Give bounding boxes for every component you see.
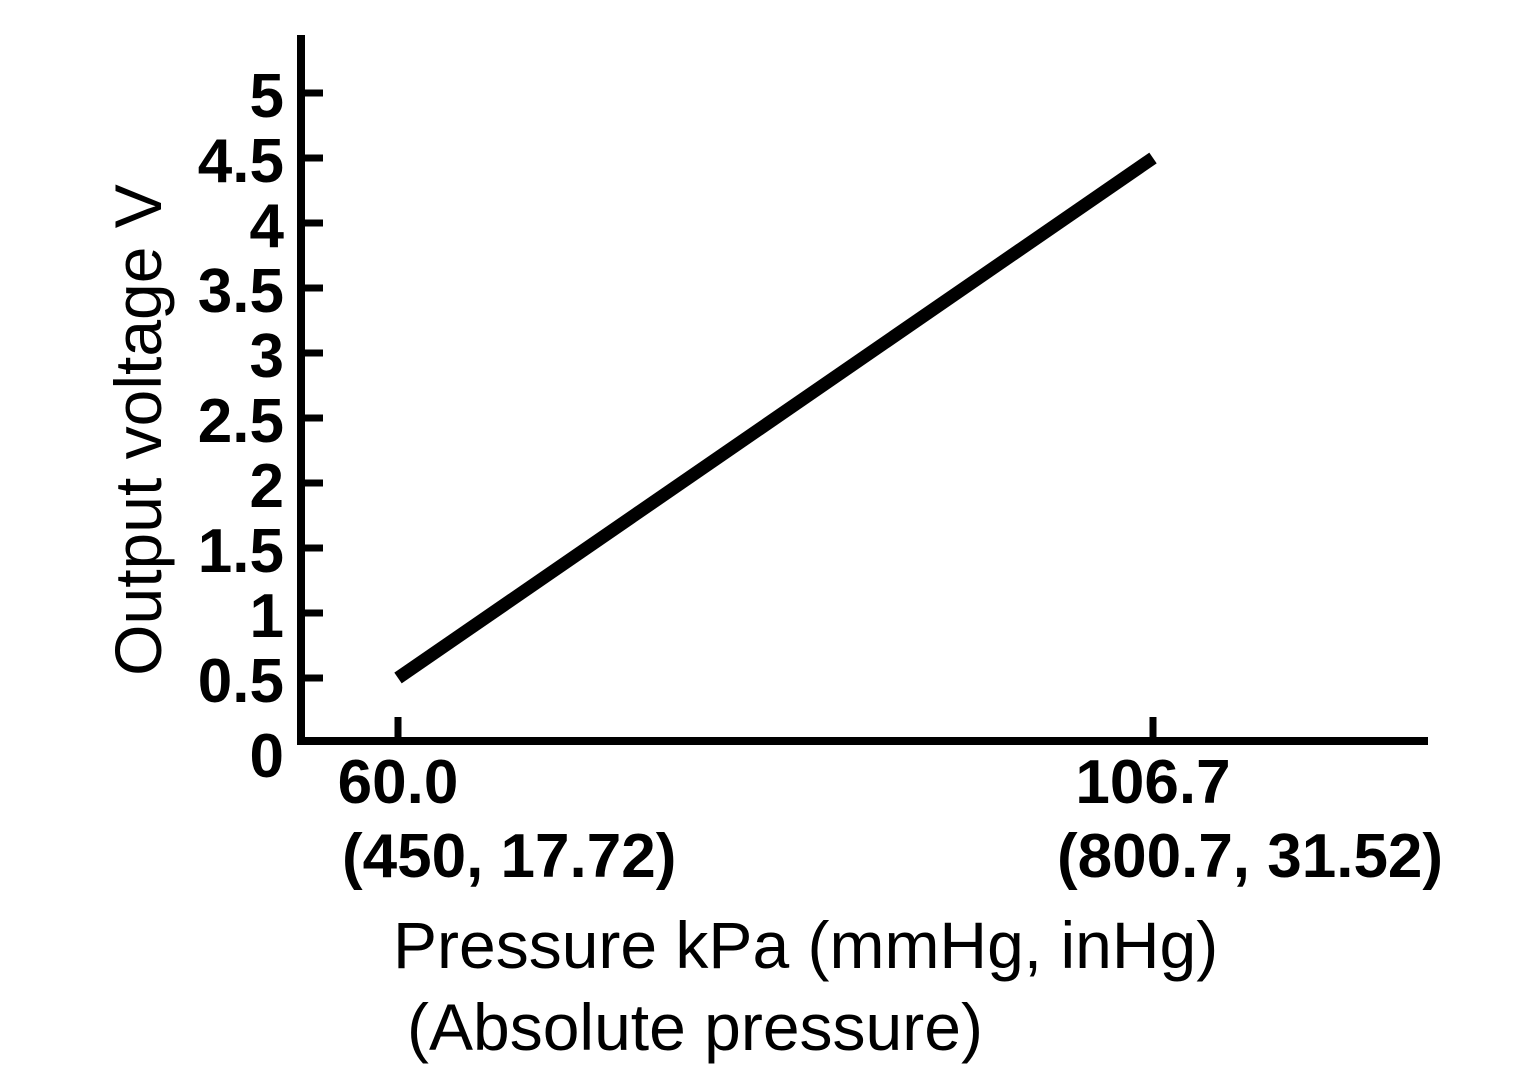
y-tick-label: 2.5	[197, 387, 284, 456]
y-tick-label: 1	[249, 582, 284, 651]
y-tick-label: 3.5	[197, 257, 284, 326]
y-tick-mark	[305, 674, 323, 682]
y-tick-mark	[305, 89, 323, 97]
x-tick-label: 60.0	[337, 748, 459, 817]
x-tick-sublabel: (450, 17.72)	[342, 822, 677, 891]
x-axis-title-secondary: (Absolute pressure)	[407, 990, 983, 1064]
y-tick-label: 1.5	[197, 517, 284, 586]
x-tick-sublabel: (800.7, 31.52)	[1057, 822, 1444, 891]
y-axis-line	[297, 35, 305, 745]
y-tick-label: 2	[249, 452, 284, 521]
x-axis-line	[297, 737, 1428, 745]
x-tick-mark	[1149, 717, 1157, 737]
y-tick-mark	[305, 479, 323, 487]
y-tick-mark	[305, 544, 323, 552]
y-tick-label: 4.5	[197, 127, 284, 196]
x-tick-mark	[394, 717, 402, 737]
y-tick-mark	[305, 414, 323, 422]
x-tick-label: 106.7	[1075, 748, 1231, 817]
x-axis-title: Pressure kPa (mmHg, inHg)	[393, 908, 1219, 982]
y-tick-mark	[305, 219, 323, 227]
y-tick-label: 0.5	[197, 647, 284, 716]
y-tick-label: 0	[249, 722, 284, 791]
y-tick-mark	[305, 154, 323, 162]
y-tick-mark	[305, 349, 323, 357]
y-tick-mark	[305, 284, 323, 292]
y-tick-label: 4	[249, 192, 284, 261]
data-line	[394, 152, 1157, 684]
y-tick-label: 3	[249, 322, 284, 391]
y-tick-mark	[305, 609, 323, 617]
y-tick-label: 5	[249, 62, 284, 131]
